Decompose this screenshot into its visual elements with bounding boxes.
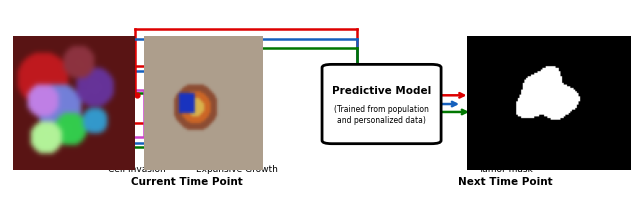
Text: 1: 1 (562, 101, 570, 111)
Text: Current Time Point: Current Time Point (131, 177, 243, 187)
Text: Tumor mask: Tumor mask (477, 165, 532, 174)
Text: Next Time Point: Next Time Point (458, 177, 552, 187)
Bar (94, 71, 166, 143)
Text: Cell Invasion: Cell Invasion (108, 165, 166, 174)
Bar (197, 76, 254, 140)
Text: 0: 0 (563, 85, 570, 95)
Bar (207, 98, 253, 145)
Text: Predictive Model: Predictive Model (332, 86, 431, 96)
Bar (116, 93, 166, 147)
Bar (108, 90, 145, 137)
Text: 1: 1 (477, 93, 484, 103)
FancyBboxPatch shape (322, 64, 441, 144)
Bar (122, 66, 167, 123)
Text: (Trained from population
and personalized data): (Trained from population and personalize… (334, 105, 429, 125)
Text: Expansive Growth: Expansive Growth (196, 165, 278, 174)
Bar (215, 68, 252, 125)
